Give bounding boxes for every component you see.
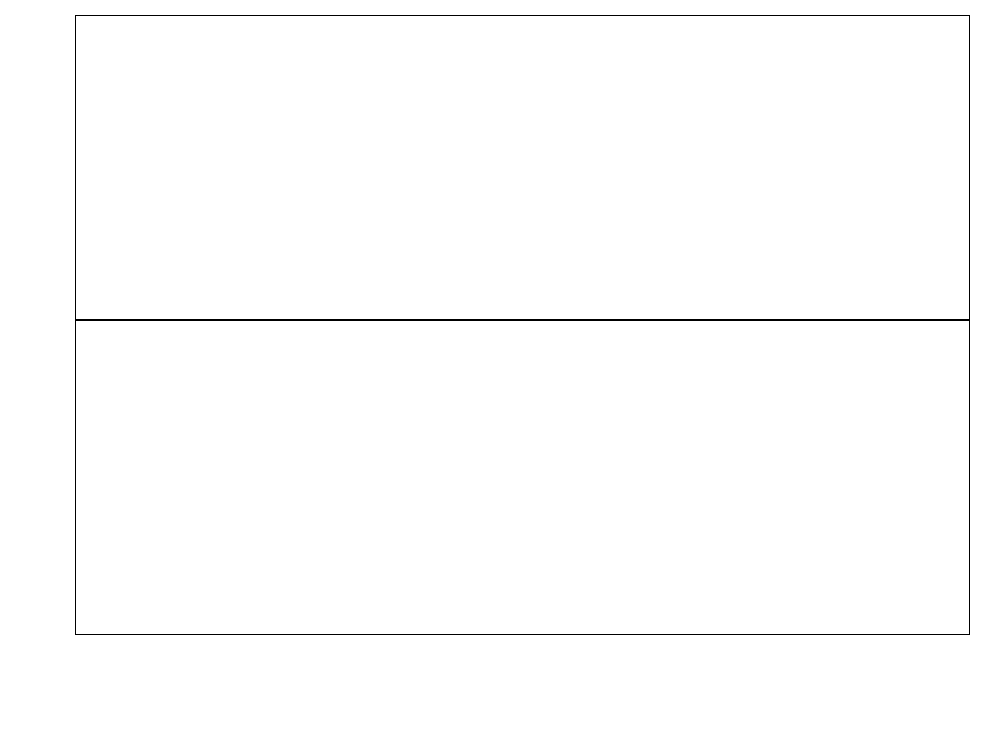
top-panel (75, 15, 970, 320)
chart-container (75, 15, 970, 685)
top-xrd-plot (76, 16, 971, 321)
bottom-xrd-plot (76, 321, 971, 636)
bottom-panel (75, 320, 970, 635)
